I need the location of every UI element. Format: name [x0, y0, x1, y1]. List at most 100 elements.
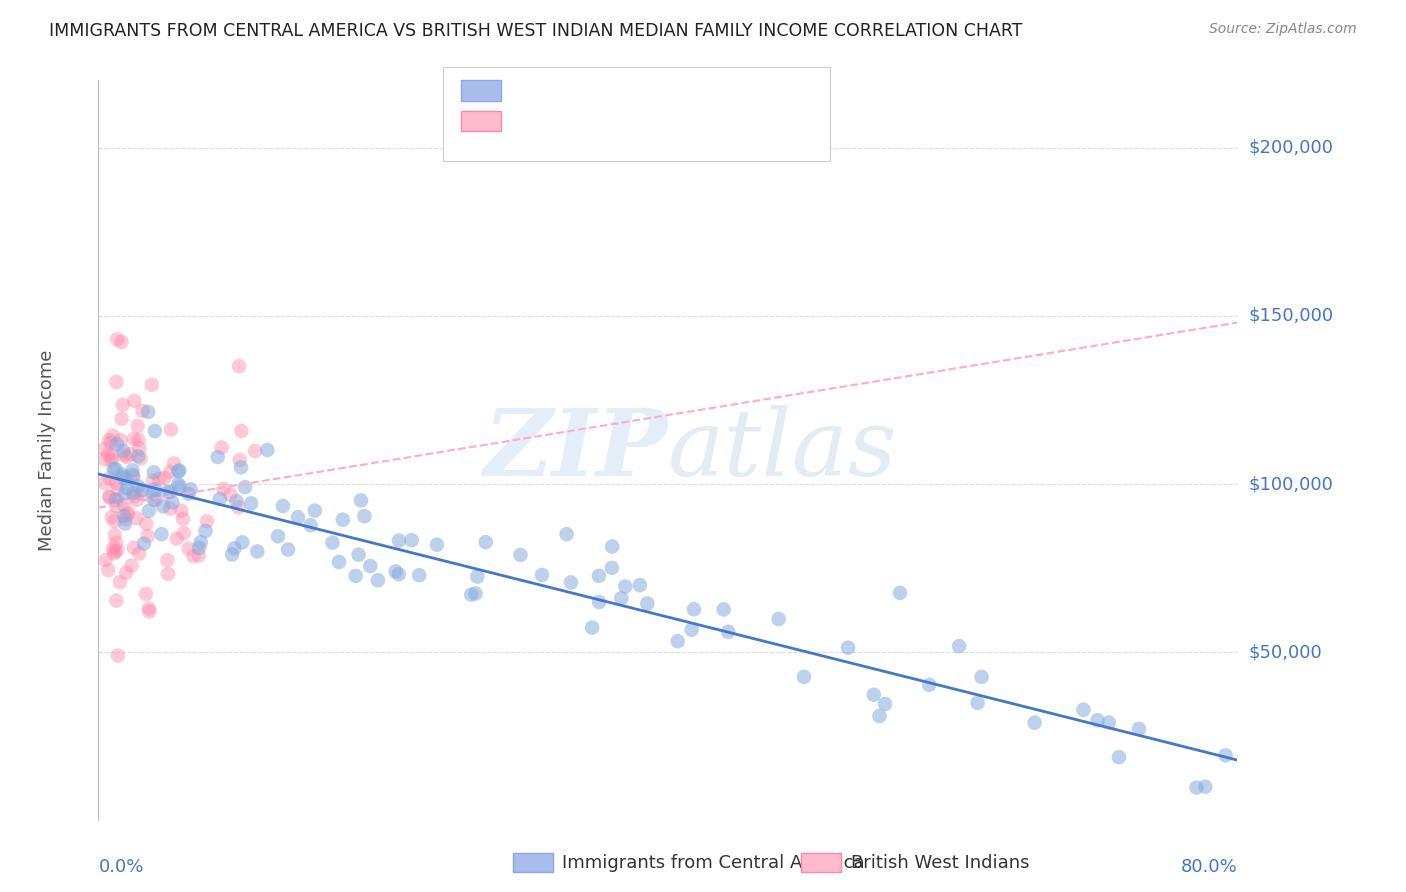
Point [104, 514, 127, 528]
Point [143, 482, 166, 496]
Point [408, 568, 430, 582]
Text: $150,000: $150,000 [1249, 307, 1333, 325]
Point [600, 540, 623, 554]
Point [401, 533, 423, 548]
Point [127, 418, 149, 433]
Point [103, 462, 125, 476]
Point [228, 359, 250, 374]
Point [159, 484, 181, 499]
Point [160, 423, 183, 437]
Point [889, 586, 911, 600]
Point [143, 492, 166, 507]
Point [231, 424, 253, 438]
Point [681, 623, 703, 637]
Point [837, 640, 859, 655]
Point [138, 504, 160, 518]
Point [112, 498, 135, 512]
Point [98, 471, 121, 485]
Text: Median Family Income: Median Family Income [38, 350, 56, 551]
Point [159, 501, 181, 516]
Point [287, 510, 309, 524]
Point [108, 575, 131, 590]
Point [131, 486, 153, 500]
Point [115, 481, 138, 495]
Point [918, 678, 941, 692]
Point [122, 393, 145, 408]
Point [127, 479, 149, 493]
Point [152, 500, 174, 514]
Point [156, 485, 179, 500]
Point [768, 612, 790, 626]
Point [228, 500, 250, 515]
Point [187, 549, 209, 563]
Point [212, 482, 235, 496]
Point [141, 377, 163, 392]
Point [948, 639, 970, 653]
Point [271, 499, 294, 513]
Point [277, 542, 299, 557]
Point [353, 509, 375, 524]
Point [157, 566, 180, 581]
Point [150, 527, 173, 541]
Point [145, 492, 167, 507]
Point [173, 526, 195, 541]
Point [167, 464, 190, 478]
Point [120, 558, 142, 573]
Point [177, 541, 200, 556]
Point [240, 496, 263, 510]
Point [628, 578, 651, 592]
Point [1098, 715, 1121, 730]
Point [862, 688, 884, 702]
Point [299, 518, 322, 533]
Point [321, 535, 343, 549]
Point [530, 568, 553, 582]
Point [136, 405, 159, 419]
Point [112, 470, 135, 484]
Point [328, 555, 350, 569]
Point [153, 471, 176, 485]
Point [195, 514, 218, 528]
Point [172, 512, 194, 526]
Point [100, 453, 122, 467]
Point [194, 524, 217, 538]
Point [93, 452, 115, 467]
Point [509, 548, 531, 562]
Point [224, 541, 246, 556]
Point [388, 533, 411, 548]
Point [233, 480, 256, 494]
Point [163, 457, 186, 471]
Point [114, 512, 136, 526]
Point [588, 569, 610, 583]
Point [111, 467, 134, 482]
Point [170, 504, 193, 518]
Point [131, 404, 153, 418]
Point [1185, 780, 1208, 795]
Point [167, 477, 190, 491]
Point [122, 432, 145, 446]
Point [93, 442, 115, 456]
Point [1024, 715, 1046, 730]
Point [869, 709, 891, 723]
Text: atlas: atlas [668, 406, 897, 495]
Point [124, 489, 146, 503]
Point [713, 602, 735, 616]
Point [122, 486, 145, 500]
Point [229, 460, 252, 475]
Point [1108, 750, 1130, 764]
Point [225, 494, 247, 508]
Point [142, 466, 165, 480]
Point [105, 437, 128, 451]
Point [246, 544, 269, 558]
Point [683, 602, 706, 616]
Point [142, 474, 165, 488]
Point [966, 696, 988, 710]
Point [94, 553, 117, 567]
Point [103, 546, 125, 560]
Text: R = -0.911   N = 114: R = -0.911 N = 114 [510, 81, 699, 99]
Point [136, 529, 159, 543]
Point [190, 535, 212, 549]
Point [717, 624, 740, 639]
Point [132, 536, 155, 550]
Point [115, 508, 138, 522]
Point [219, 487, 242, 501]
